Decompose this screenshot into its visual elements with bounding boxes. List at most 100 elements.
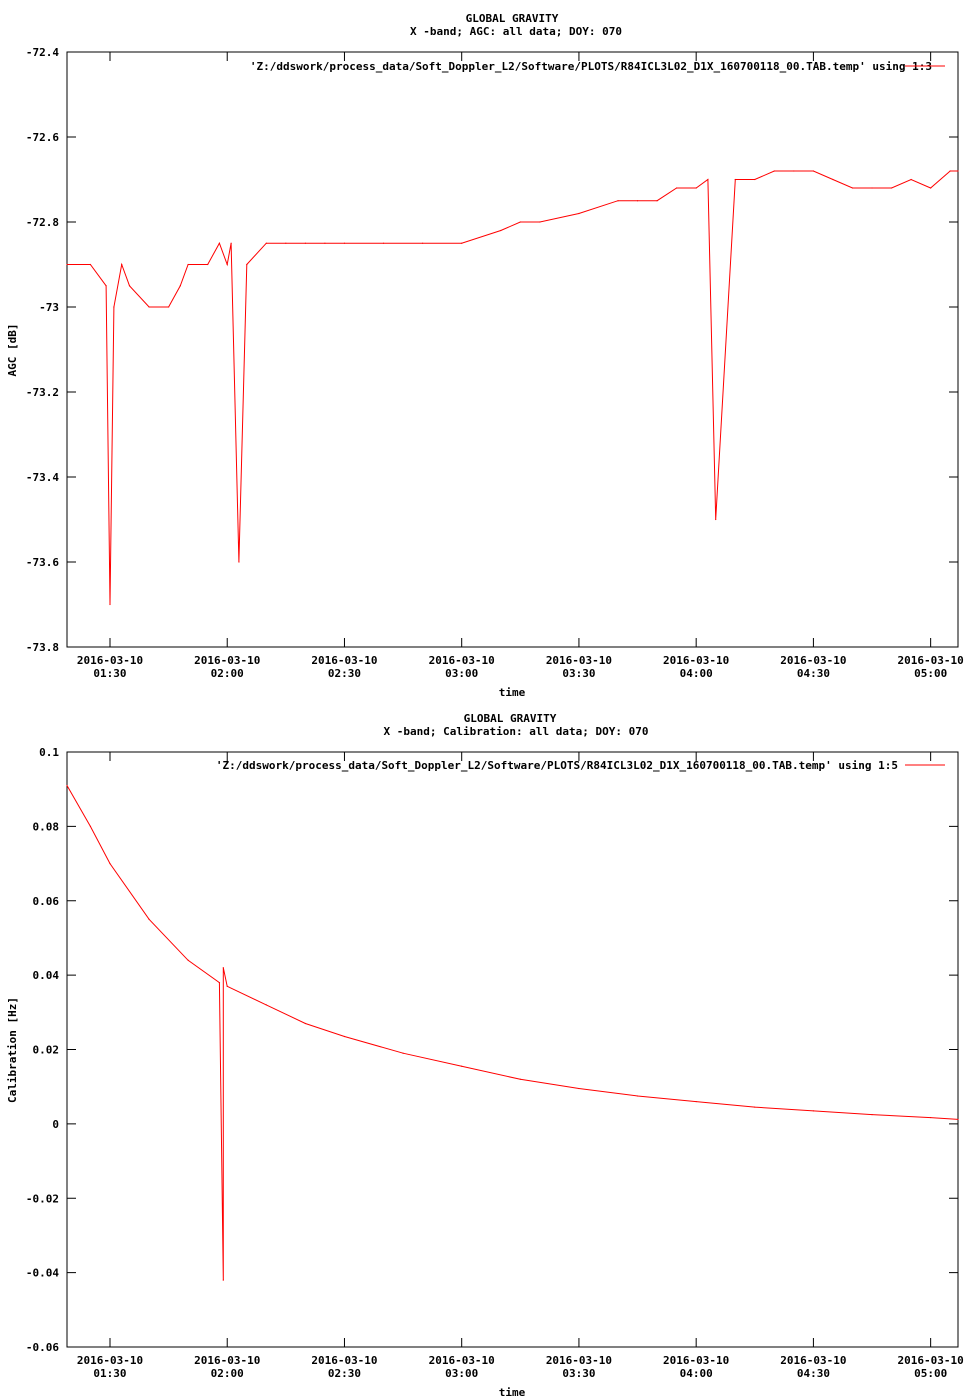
chart-subtitle: X -band; AGC: all data; DOY: 070 — [410, 25, 622, 38]
y-tick-label: -73.2 — [26, 386, 59, 399]
data-point — [519, 221, 521, 223]
data-point — [226, 263, 228, 266]
data-point — [230, 242, 232, 244]
data-point — [695, 187, 697, 189]
x-tick-label-time: 03:30 — [562, 1367, 595, 1380]
data-point — [105, 285, 107, 287]
x-axis-label: time — [499, 1386, 526, 1399]
y-tick-label: -72.4 — [26, 46, 59, 59]
data-point — [304, 1022, 306, 1025]
data-point — [402, 1052, 404, 1054]
data-point — [222, 967, 224, 969]
data-point — [617, 200, 619, 202]
data-point — [343, 242, 346, 244]
data-point — [636, 1095, 639, 1097]
data-point — [734, 178, 736, 181]
data-point — [265, 242, 267, 244]
x-tick-label-date: 2016-03-10 — [780, 654, 846, 667]
x-tick-label-time: 04:30 — [797, 1367, 830, 1380]
data-point — [238, 561, 240, 563]
y-tick-label: -0.02 — [26, 1192, 59, 1205]
x-tick-label-time: 01:30 — [93, 667, 126, 680]
x-tick-label-date: 2016-03-10 — [780, 1354, 846, 1367]
data-point — [422, 242, 424, 244]
data-point — [179, 285, 181, 287]
chart-title: GLOBAL GRAVITY — [464, 712, 557, 725]
data-point — [148, 918, 150, 920]
x-tick-label-date: 2016-03-10 — [898, 1354, 964, 1367]
y-tick-label: -0.04 — [26, 1267, 59, 1280]
data-point — [812, 170, 815, 172]
x-tick-label-time: 02:30 — [328, 667, 361, 680]
data-point — [754, 1106, 756, 1108]
x-tick-label-time: 03:00 — [445, 667, 478, 680]
data-point — [218, 981, 221, 984]
data-point — [66, 263, 68, 266]
x-tick-label-date: 2016-03-10 — [77, 654, 143, 667]
y-tick-label: -73.4 — [26, 471, 59, 484]
data-point — [656, 200, 658, 202]
data-point — [109, 862, 111, 865]
x-tick-label-date: 2016-03-10 — [898, 654, 964, 667]
data-point — [148, 306, 150, 308]
x-axis-label: time — [499, 686, 526, 699]
x-tick-label-time: 05:00 — [914, 667, 947, 680]
data-point — [343, 1035, 346, 1038]
data-point — [187, 263, 189, 266]
data-point — [519, 1078, 521, 1080]
y-tick-label: -73.6 — [26, 556, 59, 569]
y-tick-label: -72.8 — [26, 216, 59, 229]
y-axis-label: AGC [dB] — [6, 324, 19, 377]
data-point — [109, 603, 111, 606]
data-point — [676, 187, 678, 189]
data-point — [113, 306, 115, 308]
x-tick-label-date: 2016-03-10 — [311, 1354, 377, 1367]
data-point — [832, 178, 834, 181]
data-point — [89, 825, 92, 827]
data-point — [285, 242, 287, 244]
data-point — [754, 178, 756, 181]
data-point — [707, 178, 709, 181]
data-point — [304, 242, 306, 244]
data-point — [324, 242, 326, 244]
data-point — [461, 1065, 463, 1067]
data-point — [957, 1118, 959, 1121]
data-point — [246, 263, 248, 266]
x-tick-label-time: 03:00 — [445, 1367, 478, 1380]
data-point — [910, 178, 912, 181]
data-point — [226, 985, 228, 987]
data-point — [812, 1110, 815, 1112]
x-tick-label-time: 04:00 — [680, 667, 713, 680]
data-point — [461, 242, 463, 244]
y-tick-label: -72.6 — [26, 131, 59, 144]
legend-entry: 'Z:/ddswork/process_data/Soft_Doppler_L2… — [216, 759, 898, 772]
y-tick-label: 0.02 — [33, 1044, 60, 1057]
data-point — [930, 1116, 932, 1119]
y-tick-label: 0.08 — [33, 820, 60, 833]
data-point — [578, 1087, 580, 1090]
data-point — [89, 263, 92, 266]
x-tick-label-date: 2016-03-10 — [77, 1354, 143, 1367]
x-tick-label-date: 2016-03-10 — [311, 654, 377, 667]
data-point — [187, 959, 189, 961]
x-tick-label-time: 04:30 — [797, 667, 830, 680]
x-tick-label-date: 2016-03-10 — [663, 1354, 729, 1367]
y-tick-label: -73 — [39, 301, 59, 314]
x-tick-label-time: 03:30 — [562, 667, 595, 680]
y-tick-label: 0 — [52, 1118, 59, 1131]
x-tick-label-date: 2016-03-10 — [546, 1354, 612, 1367]
x-tick-label-date: 2016-03-10 — [194, 654, 260, 667]
series-line — [66, 785, 959, 1281]
x-tick-label-date: 2016-03-10 — [429, 1354, 495, 1367]
chart-title: GLOBAL GRAVITY — [466, 12, 559, 25]
data-point — [207, 263, 209, 266]
y-tick-label: -73.8 — [26, 641, 59, 654]
x-tick-label-time: 05:00 — [914, 1367, 947, 1380]
data-point — [218, 242, 221, 244]
data-point — [851, 187, 854, 189]
data-point — [957, 170, 959, 172]
x-tick-label-time: 02:00 — [211, 667, 244, 680]
y-axis-label: Calibration [Hz] — [6, 997, 19, 1103]
data-point — [715, 518, 717, 521]
